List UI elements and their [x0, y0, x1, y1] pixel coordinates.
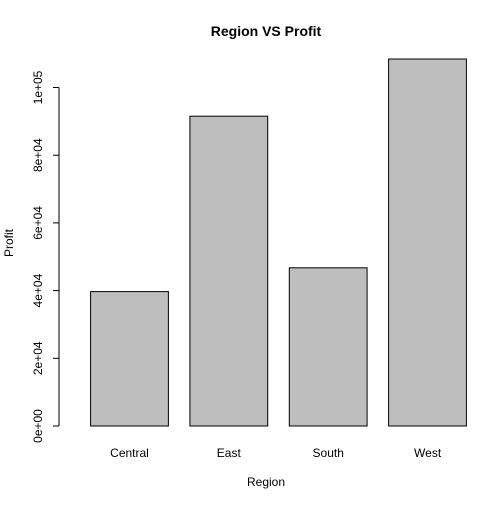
y-tick-label: 0e+00: [31, 409, 45, 443]
x-tick-label-east: East: [217, 446, 242, 460]
chart-title: Region VS Profit: [211, 23, 322, 39]
bar-central: [90, 291, 169, 427]
y-tick-label: 6e+04: [31, 206, 45, 240]
x-axis-label: Region: [247, 475, 285, 489]
y-axis-label: Profit: [2, 228, 16, 257]
y-tick-label: 2e+04: [31, 341, 45, 375]
x-tick-label-south: South: [313, 446, 344, 460]
y-tick-label: 4e+04: [31, 273, 45, 307]
x-tick-label-west: West: [414, 446, 442, 460]
bar-west: [388, 58, 467, 427]
y-tick-label: 1e+05: [31, 70, 45, 104]
y-tick-label: 8e+04: [31, 138, 45, 172]
y-axis: 0e+00 2e+04 4e+04 6e+04 8e+04 1e+05: [31, 70, 60, 443]
bar-east: [189, 115, 269, 427]
x-axis-labels: Central East South West: [110, 446, 442, 460]
bar-south: [288, 267, 368, 427]
x-tick-label-central: Central: [110, 446, 149, 460]
bars-layer: [90, 58, 467, 427]
